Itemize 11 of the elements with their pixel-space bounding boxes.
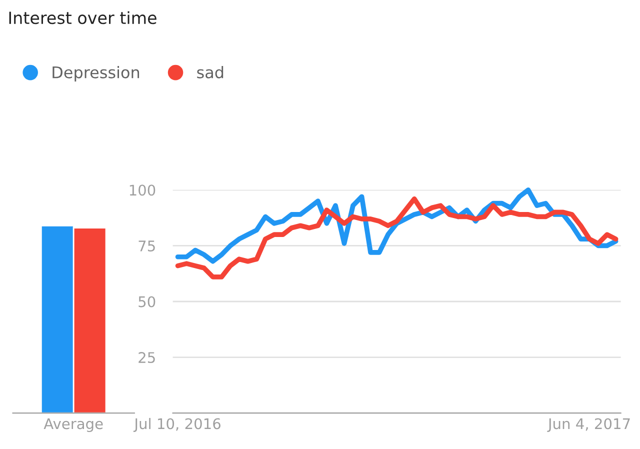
y-tick-label: 50 (138, 296, 156, 308)
line-series (175, 196, 618, 280)
legend-label: sad (197, 66, 224, 78)
y-tick-label: 75 (138, 240, 155, 252)
x-tick-label: Jun 4, 2017 (547, 418, 630, 432)
x-tick-label: Average (44, 418, 103, 432)
x-tick-label: Jul 10, 2016 (133, 418, 220, 432)
y-tick-label: 25 (138, 352, 155, 364)
y-tick-label: 100 (130, 184, 156, 196)
chart-title: Interest over time (9, 11, 156, 24)
legend-label: Depression (52, 66, 140, 82)
